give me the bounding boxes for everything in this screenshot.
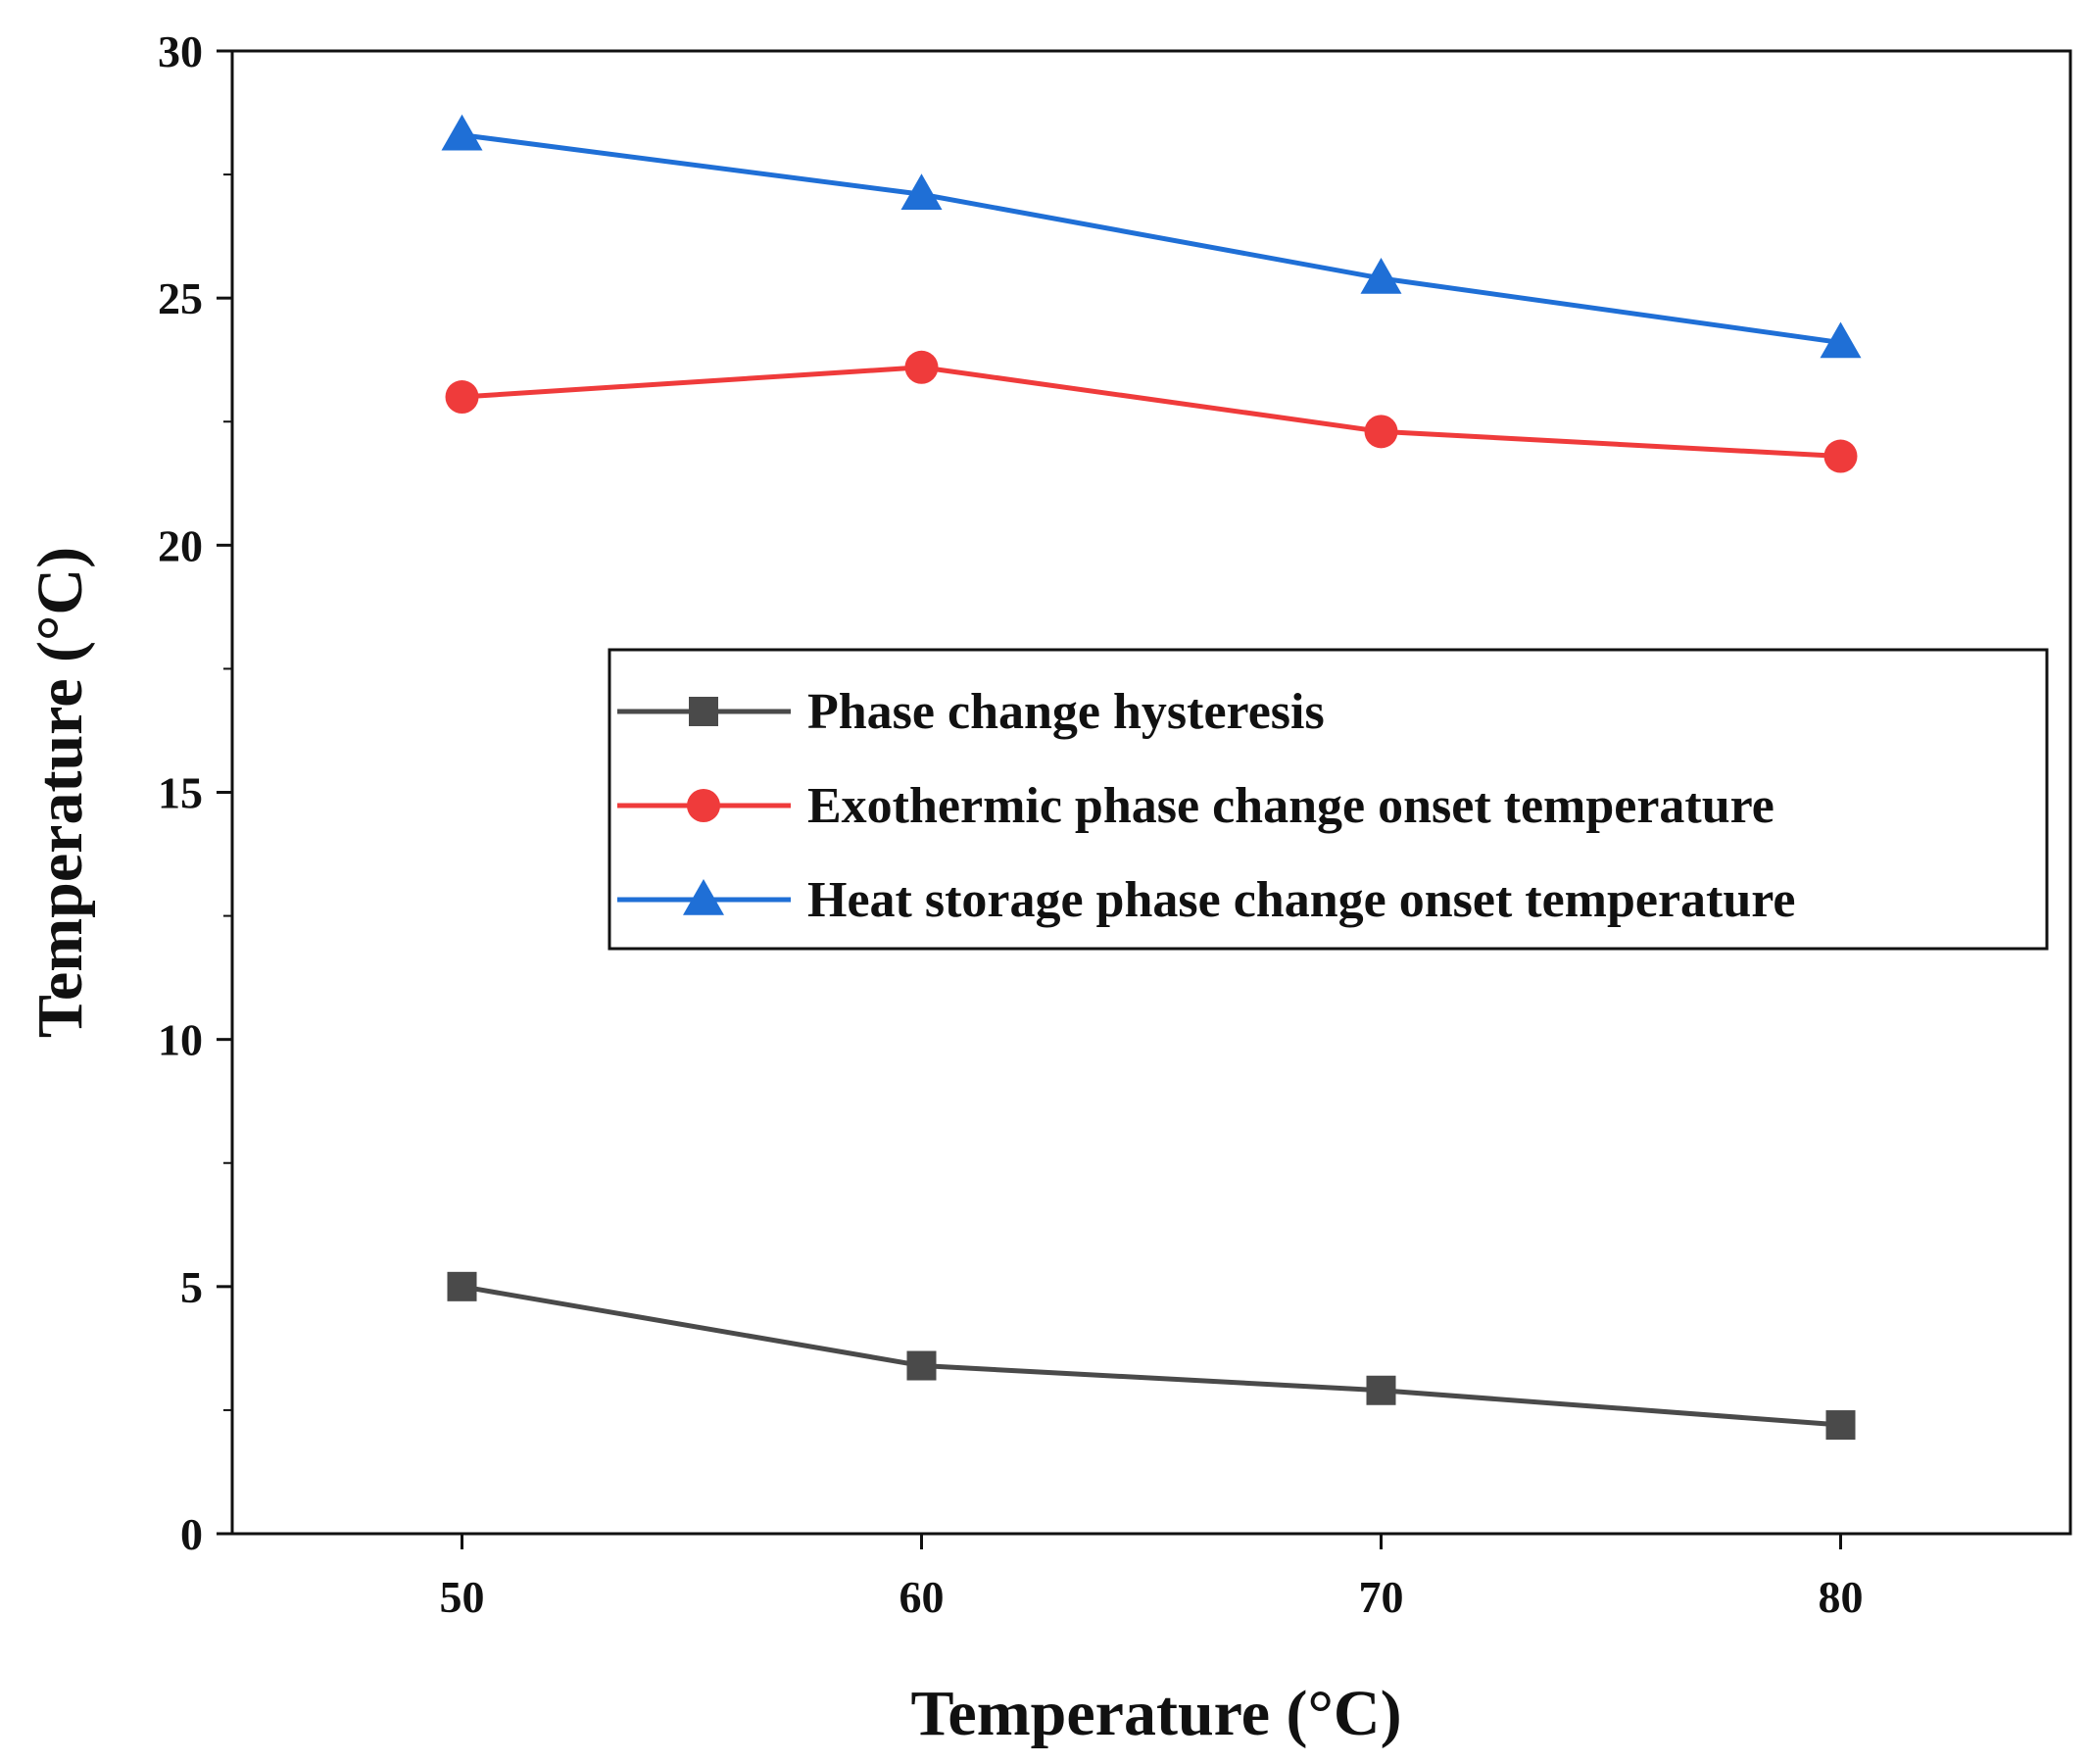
x-tick-label: 80 — [1819, 1572, 1864, 1622]
x-tick-label: 60 — [899, 1572, 945, 1622]
data-point — [906, 1350, 937, 1381]
series-layer — [441, 114, 1862, 1441]
y-tick-label: 15 — [158, 768, 203, 818]
series-line — [462, 132, 1841, 346]
data-point — [1364, 415, 1398, 449]
legend-marker — [689, 697, 718, 726]
x-axis-ticks: 50 60 70 80 — [440, 1534, 1864, 1622]
x-axis-title: Temperature (°C) — [910, 1678, 1401, 1749]
y-axis-title: Temperature (°C) — [24, 547, 96, 1038]
y-axis-ticks: 0 5 10 15 20 25 30 — [158, 26, 232, 1559]
y-tick-label: 0 — [180, 1509, 203, 1559]
data-point — [445, 380, 479, 415]
legend-label: Exothermic phase change onset temperatur… — [807, 778, 1774, 834]
y-tick-label: 30 — [158, 26, 203, 76]
data-point — [900, 173, 943, 211]
legend-entry: Exothermic phase change onset temperatur… — [617, 778, 1774, 834]
legend-label: Heat storage phase change onset temperat… — [807, 872, 1796, 928]
x-tick-label: 50 — [440, 1572, 485, 1622]
legend-entry: Phase change hysteresis — [617, 684, 1325, 740]
series-2 — [445, 350, 1858, 473]
y-tick-label: 20 — [158, 520, 203, 570]
data-point — [1820, 321, 1862, 359]
x-tick-label: 70 — [1359, 1572, 1404, 1622]
y-tick-label: 25 — [158, 273, 203, 323]
legend-label: Phase change hysteresis — [807, 684, 1325, 740]
series-1 — [447, 1271, 1856, 1441]
series-line — [462, 1284, 1841, 1428]
legend-marker — [683, 879, 724, 915]
y-tick-label: 5 — [180, 1262, 203, 1312]
legend-box — [608, 648, 2049, 951]
data-point — [1366, 1375, 1396, 1405]
data-point — [1360, 257, 1402, 294]
data-point — [904, 350, 939, 384]
data-point — [1823, 439, 1858, 473]
legend: Phase change hysteresis Exothermic phase … — [608, 648, 2049, 951]
series-line — [462, 365, 1841, 460]
y-tick-label: 10 — [158, 1015, 203, 1065]
data-point — [447, 1271, 477, 1301]
data-point — [1825, 1410, 1856, 1441]
legend-marker — [687, 789, 720, 822]
legend-entry: Heat storage phase change onset temperat… — [617, 872, 1796, 928]
plot-frame — [230, 49, 2072, 1536]
data-point — [441, 114, 483, 151]
series-3 — [441, 114, 1862, 359]
